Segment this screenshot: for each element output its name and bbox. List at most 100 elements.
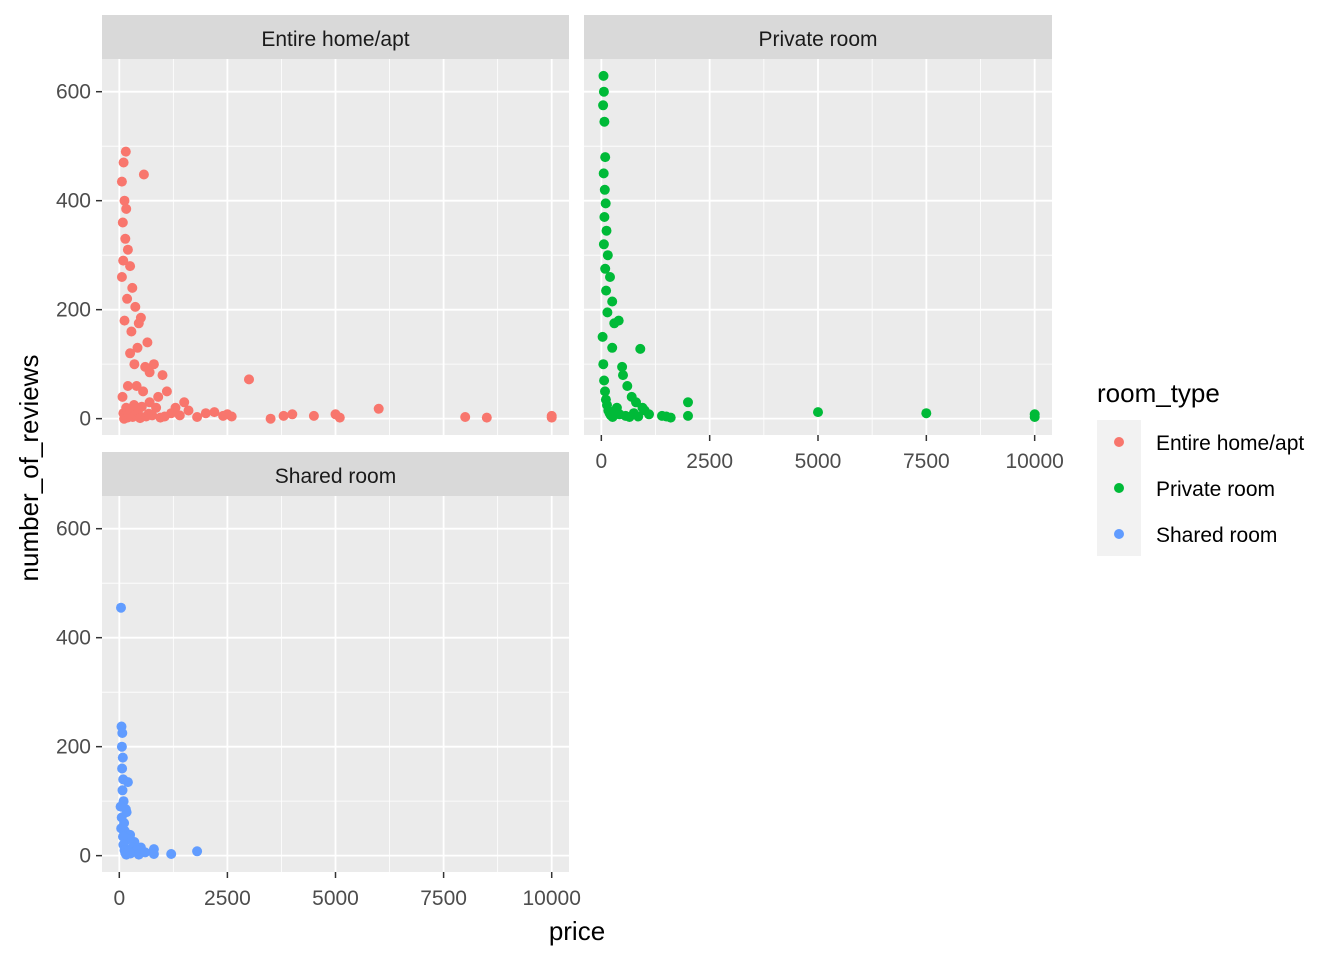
y-tick-label: 400 [56, 627, 91, 650]
data-point [200, 408, 211, 419]
data-point [174, 410, 185, 421]
data-point [192, 412, 203, 422]
strip-entire-home [102, 15, 569, 59]
data-point [813, 407, 823, 418]
data-point [117, 763, 128, 774]
data-point [598, 168, 609, 179]
data-point [118, 831, 128, 842]
legend: room_type Entire home/apt Private room Sha… [1097, 378, 1304, 556]
data-point [308, 410, 319, 421]
y-tick-label: 600 [56, 518, 91, 541]
data-point [598, 359, 609, 370]
data-point [117, 785, 128, 796]
data-point [599, 184, 610, 195]
data-point [151, 402, 162, 413]
strip-private-room [584, 15, 1052, 59]
x-tick-label: 10000 [1005, 450, 1063, 473]
y-tick-label: 0 [79, 408, 91, 431]
data-point [166, 849, 177, 859]
data-point [117, 752, 128, 763]
legend-entry-label: Shared room [1156, 524, 1277, 547]
data-point [161, 386, 172, 397]
data-point [120, 146, 131, 157]
data-point [633, 411, 644, 422]
data-point [683, 397, 693, 408]
data-point [244, 374, 254, 385]
x-tick-label: 5000 [312, 887, 359, 910]
data-point [192, 846, 203, 857]
data-point [546, 412, 557, 423]
legend-items: Entire home/apt Private room Shared room [1114, 432, 1304, 547]
x-tick-label: 7500 [420, 887, 467, 910]
data-point [117, 728, 128, 738]
legend-key-dot [1114, 437, 1124, 447]
x-tick-label: 2500 [204, 887, 251, 910]
data-point [125, 848, 136, 859]
strip-label-shared-room: Shared room [275, 465, 396, 488]
strip-label-entire-home: Entire home/apt [261, 28, 409, 51]
x-tick-label: 0 [595, 450, 607, 473]
data-point [125, 348, 136, 359]
data-point [921, 408, 932, 419]
y-tick-label: 200 [56, 299, 91, 322]
data-point [183, 405, 194, 416]
data-point [618, 370, 628, 381]
data-point [136, 401, 147, 412]
y-axis-title: number_of_reviews [14, 355, 44, 582]
points-private-room [597, 70, 1040, 423]
legend-key-dot [1114, 529, 1124, 539]
grid-shared-room [102, 496, 569, 872]
data-point [602, 250, 613, 261]
legend-entry-label: Entire home/apt [1156, 432, 1304, 455]
data-point [157, 370, 168, 381]
data-point [119, 195, 130, 206]
data-point [607, 296, 618, 307]
x-tick-label: 0 [113, 887, 125, 910]
x-tick-label: 2500 [686, 450, 733, 473]
data-point [602, 307, 613, 318]
data-point [117, 217, 128, 228]
data-point [600, 198, 611, 209]
data-point [122, 244, 133, 255]
data-point [159, 411, 170, 422]
grid-private-room [584, 59, 1052, 435]
data-point [122, 381, 133, 391]
data-point [138, 386, 149, 397]
legend-key-dot [1114, 483, 1124, 493]
data-point [598, 239, 609, 250]
data-point [226, 411, 237, 422]
x-axis-shared-room: 0 2500 5000 7500 10000 [113, 872, 581, 910]
points-shared-room [115, 602, 203, 860]
data-point [125, 261, 136, 272]
strip-label-private-room: Private room [758, 28, 877, 51]
y-axis-bottom-row: 0 200 400 600 [56, 518, 102, 868]
data-point [607, 342, 618, 353]
data-point [132, 342, 143, 353]
data-point [121, 203, 132, 214]
x-tick-label: 5000 [795, 450, 842, 473]
data-point [129, 359, 140, 370]
data-point [601, 225, 612, 236]
data-point [116, 823, 127, 834]
data-point [599, 212, 610, 222]
points-entire-home [116, 146, 557, 424]
data-point [460, 412, 471, 422]
x-axis-title: price [549, 916, 605, 946]
data-point [287, 409, 298, 420]
data-point [140, 847, 151, 858]
data-point [600, 152, 611, 163]
data-point [127, 282, 138, 293]
data-point [622, 381, 633, 391]
data-point [600, 386, 610, 397]
x-tick-label: 10000 [523, 887, 581, 910]
data-point [617, 361, 628, 372]
data-point [117, 391, 128, 402]
y-axis-top-row: 0 200 400 600 [56, 81, 102, 431]
data-point [665, 412, 676, 423]
data-point [1029, 412, 1040, 422]
data-point [116, 812, 127, 823]
data-point [122, 293, 133, 304]
data-point [144, 367, 155, 378]
data-point [116, 272, 127, 282]
